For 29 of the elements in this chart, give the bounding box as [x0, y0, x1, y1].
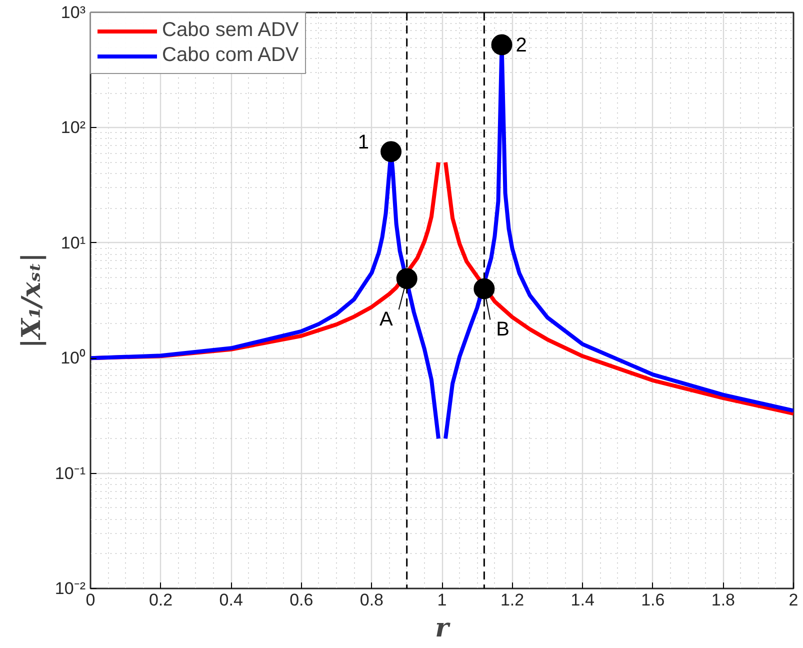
x-tick-label: 1.4 [570, 590, 594, 610]
x-tick-label: 2 [788, 590, 798, 610]
x-tick-label: 0.8 [360, 590, 384, 610]
x-tick-label: 0.2 [148, 590, 173, 610]
point [491, 34, 512, 56]
y-axis-title: |X₁/xₛₜ| [16, 252, 47, 348]
y-tick-label: 10⁰ [60, 348, 86, 368]
x-tick-label: 0.6 [290, 590, 314, 610]
annotation: A [380, 308, 394, 331]
annotation: B [496, 318, 510, 341]
annotation: 1 [358, 132, 370, 154]
x-tick-label: 1.8 [711, 590, 736, 610]
point [380, 141, 402, 162]
y-tick-label: 10³ [60, 3, 86, 22]
x-tick-label: 1 [437, 590, 447, 610]
y-tick-label: 10² [60, 118, 86, 138]
x-tick-label: 1.6 [641, 590, 665, 610]
point [474, 278, 495, 300]
x-axis-title: r [435, 614, 452, 644]
y-tick-label: 10¹ [60, 233, 86, 252]
legend-label: Cabo com ADV [162, 44, 299, 67]
annotation: 2 [516, 34, 527, 57]
point [396, 268, 418, 290]
y-tick-label: 10⁻² [54, 579, 86, 598]
y-tick-label: 10⁻¹ [54, 464, 86, 483]
x-tick-label: 1.2 [500, 590, 524, 610]
legend-label: Cabo sem ADV [162, 19, 299, 42]
x-tick-label: 0.4 [219, 590, 243, 610]
x-tick-label: 0 [86, 590, 96, 610]
